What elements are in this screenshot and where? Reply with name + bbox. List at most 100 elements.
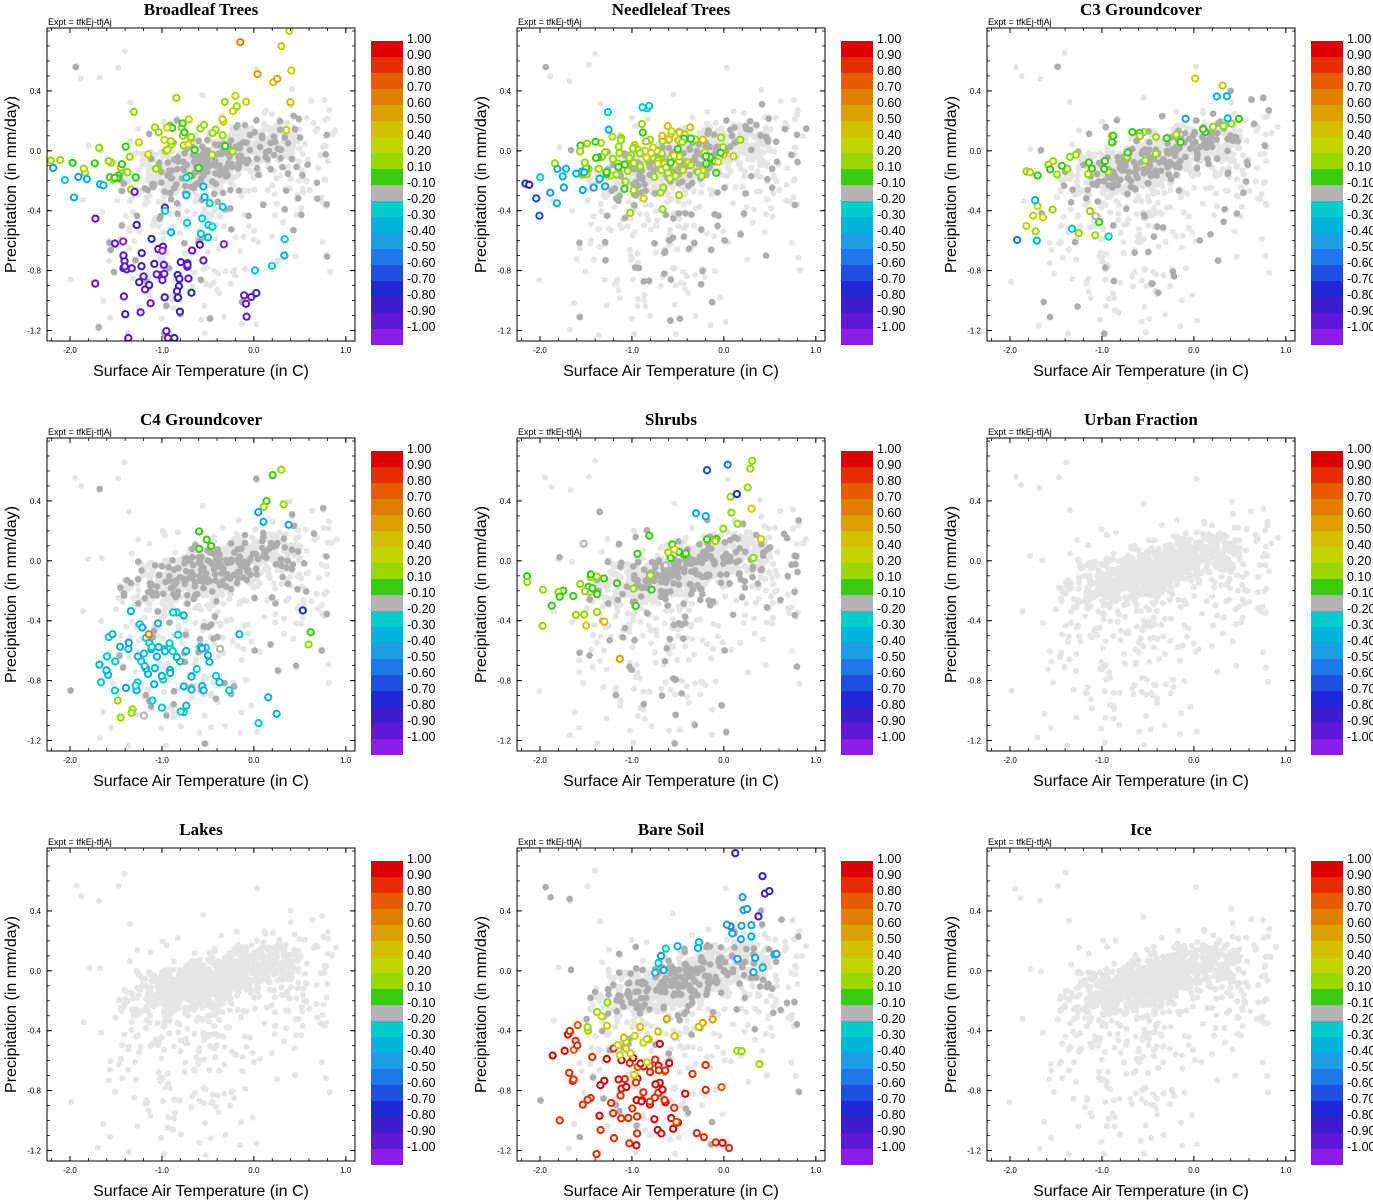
data-point — [590, 256, 598, 263]
data-point — [241, 121, 249, 129]
data-point — [127, 264, 136, 273]
data-point — [680, 201, 687, 208]
data-point — [1120, 167, 1128, 174]
data-point — [152, 270, 161, 279]
colorbar-swatch — [841, 153, 873, 169]
data-point — [1138, 150, 1146, 158]
data-point — [321, 176, 328, 183]
data-point — [60, 175, 70, 185]
data-point — [750, 206, 758, 213]
data-point — [260, 122, 268, 130]
data-point — [304, 161, 312, 168]
data-point — [642, 303, 649, 310]
data-point — [1248, 96, 1255, 104]
data-point — [730, 108, 737, 115]
data-point — [1060, 213, 1067, 220]
data-point — [553, 164, 562, 174]
data-point — [566, 326, 573, 333]
data-point — [1140, 236, 1147, 243]
data-point — [1109, 148, 1117, 156]
data-point — [161, 193, 168, 200]
data-point — [569, 208, 576, 215]
data-point — [600, 182, 610, 191]
y-tick-label: -0.4 — [27, 207, 41, 216]
colorbar-swatch — [841, 105, 873, 121]
data-point — [1234, 145, 1242, 152]
data-point — [1244, 161, 1252, 168]
data-point — [174, 210, 181, 218]
data-point — [1173, 171, 1180, 179]
colorbar-swatch — [1311, 217, 1343, 233]
data-point — [605, 225, 613, 233]
data-point — [126, 197, 133, 205]
data-point — [299, 150, 307, 158]
data-point — [243, 139, 250, 147]
data-point — [180, 128, 189, 137]
data-point — [761, 228, 768, 236]
data-point — [688, 179, 696, 187]
data-point — [584, 197, 591, 204]
x-tick-label: 0.0 — [248, 346, 260, 355]
x-tick-label: 0.0 — [718, 346, 730, 355]
data-point — [121, 47, 128, 55]
data-point — [274, 257, 281, 265]
y-tick-label: -1.2 — [497, 327, 511, 336]
data-point — [238, 157, 245, 165]
data-point — [711, 210, 718, 218]
data-point — [1109, 131, 1118, 141]
data-point — [601, 238, 609, 246]
data-point — [690, 239, 698, 247]
data-point — [1115, 210, 1122, 217]
data-point — [1223, 114, 1232, 123]
data-point — [110, 173, 119, 182]
data-point — [535, 211, 544, 220]
data-point — [1193, 164, 1201, 172]
colorbar-label: -1.00 — [877, 320, 906, 334]
data-point — [1048, 205, 1057, 214]
points-layer — [521, 50, 810, 339]
data-point — [714, 189, 721, 196]
data-point — [665, 144, 673, 152]
data-point — [635, 149, 645, 158]
data-point — [680, 280, 687, 288]
data-point — [1104, 232, 1113, 241]
data-point — [587, 220, 595, 228]
data-point — [711, 267, 718, 275]
data-point — [214, 151, 222, 158]
data-point — [1074, 229, 1083, 238]
data-point — [724, 173, 731, 180]
data-point — [231, 91, 240, 100]
data-point — [1274, 123, 1281, 130]
data-point — [1128, 127, 1137, 137]
data-point — [698, 135, 707, 144]
data-point — [1233, 210, 1241, 217]
data-point — [794, 111, 801, 118]
x-axis-label: Surface Air Temperature (in C) — [1033, 363, 1249, 380]
data-point — [793, 131, 801, 139]
data-point — [293, 163, 300, 171]
data-point — [119, 251, 128, 260]
data-point — [748, 164, 755, 171]
data-point — [313, 195, 321, 203]
data-point — [220, 313, 228, 320]
colorbar-label: 0.20 — [877, 144, 901, 158]
data-point — [201, 205, 208, 213]
data-point — [107, 314, 114, 321]
data-point — [170, 156, 178, 163]
data-point — [207, 150, 217, 159]
data-point — [1228, 99, 1235, 106]
data-point — [193, 192, 200, 200]
data-point — [765, 144, 773, 151]
colorbar-label: 1.00 — [1347, 32, 1371, 46]
data-point — [1109, 222, 1117, 229]
data-point — [704, 108, 711, 115]
colorbar-swatch — [1311, 313, 1343, 329]
data-point — [198, 316, 205, 323]
data-point — [158, 315, 165, 322]
data-point — [585, 61, 593, 68]
colorbar-swatch — [1311, 121, 1343, 137]
data-point — [686, 145, 693, 152]
data-point — [240, 291, 249, 300]
data-point — [585, 178, 593, 185]
